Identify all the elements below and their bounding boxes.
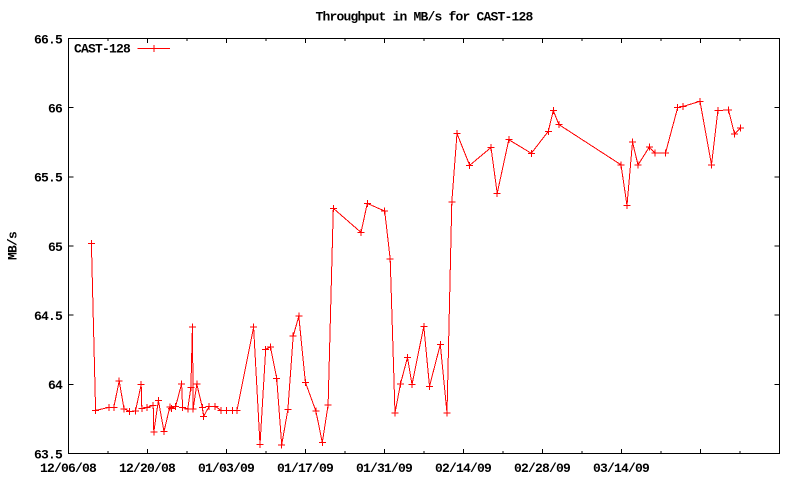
svg-text:66: 66	[48, 101, 63, 116]
svg-text:64: 64	[48, 378, 63, 393]
svg-text:01/03/09: 01/03/09	[198, 461, 255, 476]
svg-text:MB/s: MB/s	[6, 231, 21, 260]
svg-text:66.5: 66.5	[34, 32, 63, 47]
svg-text:12/06/08: 12/06/08	[40, 461, 97, 476]
svg-text:02/28/09: 02/28/09	[514, 461, 571, 476]
svg-text:65.5: 65.5	[34, 171, 63, 186]
svg-text:63.5: 63.5	[34, 447, 63, 462]
svg-text:01/31/09: 01/31/09	[356, 461, 413, 476]
svg-text:CAST-128: CAST-128	[74, 42, 131, 57]
svg-text:02/14/09: 02/14/09	[435, 461, 492, 476]
svg-text:12/20/08: 12/20/08	[119, 461, 176, 476]
svg-text:65: 65	[48, 240, 63, 255]
svg-text:Throughput in MB/s for CAST-12: Throughput in MB/s for CAST-128	[315, 10, 533, 25]
svg-text:03/14/09: 03/14/09	[593, 461, 650, 476]
svg-text:64.5: 64.5	[34, 309, 63, 324]
svg-text:01/17/09: 01/17/09	[277, 461, 334, 476]
